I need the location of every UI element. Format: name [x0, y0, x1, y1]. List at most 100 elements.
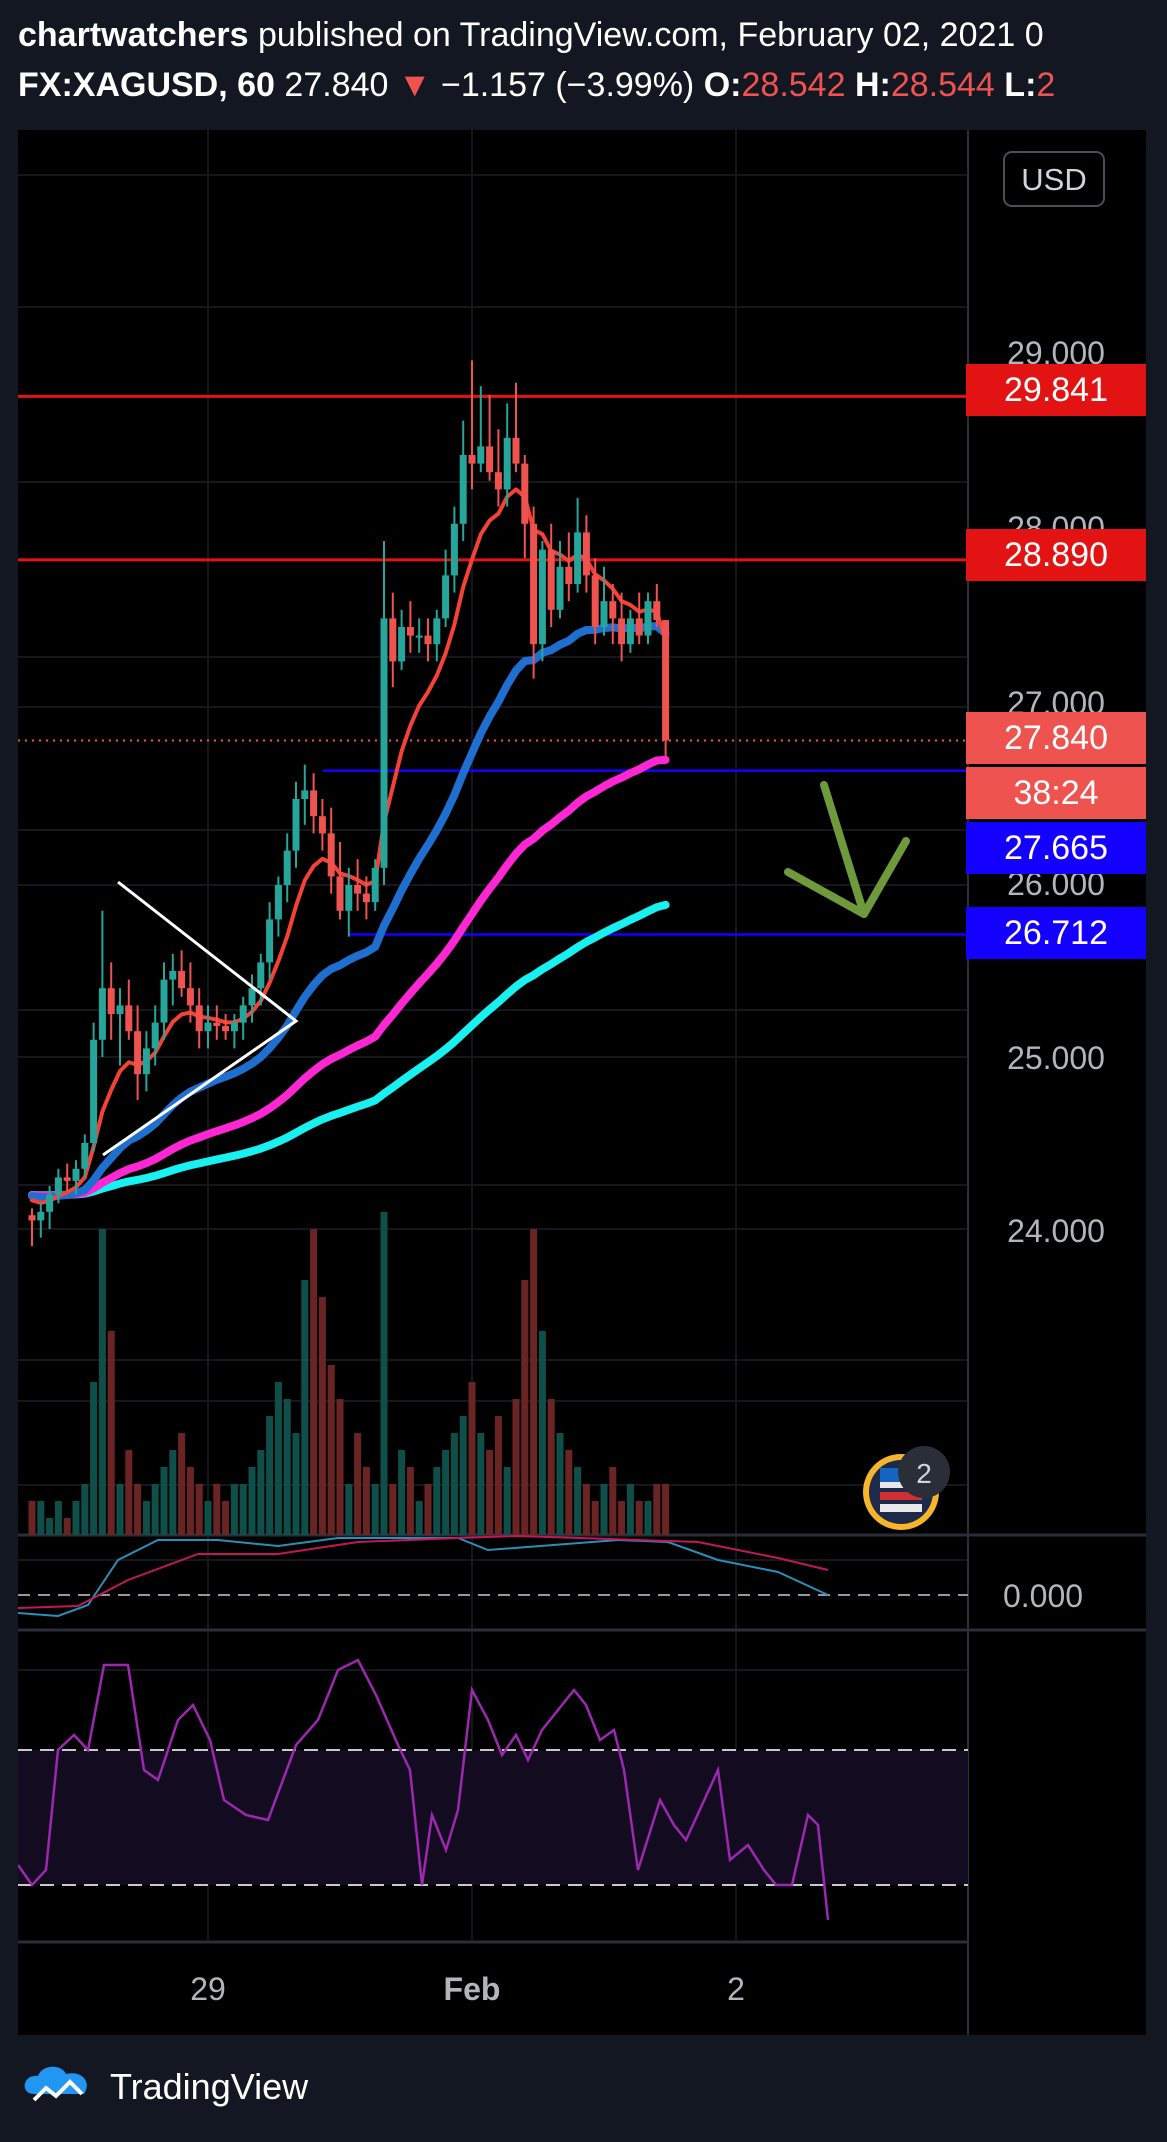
candle-body: [292, 799, 300, 851]
published-text: published on TradingView.com, February 0…: [258, 16, 1044, 54]
volume-bar: [257, 1450, 265, 1535]
symbol-line: FX:XAGUSD, 60 27.840 ▼ −1.157 (−3.99%) O…: [18, 66, 1055, 105]
candle-body: [72, 1168, 80, 1181]
candle-body: [503, 437, 511, 490]
price-label-box: [966, 712, 1146, 764]
volume-bar: [486, 1450, 494, 1535]
price-chart[interactable]: 30.00029.00028.00027.00026.00025.00024.0…: [16, 130, 1146, 2035]
volume-bar: [336, 1399, 344, 1535]
volume-bar: [46, 1518, 54, 1535]
candle-body: [450, 523, 458, 576]
volume-bar: [442, 1450, 450, 1535]
tradingview-logo-icon: [24, 2066, 87, 2102]
candle-body: [582, 532, 590, 576]
volume-bar: [433, 1467, 441, 1535]
candle-body: [195, 1005, 203, 1032]
candle-body: [389, 618, 397, 662]
currency-label: USD: [1021, 162, 1086, 197]
volume-bar: [274, 1382, 282, 1535]
candle-body: [609, 601, 617, 619]
low-label: L:: [1004, 66, 1037, 104]
volume-bar: [371, 1484, 379, 1535]
candle-body: [178, 971, 186, 989]
ema-mid-line: [28, 622, 670, 1202]
volume-bar: [204, 1501, 212, 1535]
price-label: 38:24: [1013, 774, 1098, 812]
price-axis: 30.00029.00028.00027.00026.00025.00024.0…: [190, 168, 1146, 2007]
volume-bar: [565, 1450, 573, 1535]
rsi-line: [16, 1658, 830, 1921]
candle-body: [626, 618, 634, 645]
volume-bar: [406, 1467, 414, 1535]
volume-bar: [63, 1518, 71, 1535]
volume-bar: [354, 1433, 362, 1535]
volume-bar: [213, 1484, 221, 1535]
candle-body: [81, 1143, 89, 1169]
candle-body: [565, 566, 573, 584]
candle-body: [538, 549, 546, 645]
volume-bar: [582, 1484, 590, 1535]
volume-bar: [521, 1280, 529, 1535]
volume-bar: [98, 1229, 106, 1535]
candle-body: [556, 566, 564, 610]
open-value: 28.542: [741, 66, 846, 104]
tradingview-footer[interactable]: TradingView: [20, 2064, 308, 2110]
volume-bar: [142, 1501, 150, 1535]
open-label: O:: [703, 66, 742, 104]
candle-body: [28, 1215, 36, 1221]
candle-body: [635, 618, 643, 636]
price-axis-tick: 24.000: [1007, 1213, 1105, 1249]
candle-body: [327, 833, 335, 877]
candle-body: [239, 1005, 247, 1023]
green-arrow-drawing: [784, 868, 868, 918]
candle-body: [336, 876, 344, 911]
candle-body: [574, 532, 582, 584]
volume-bar: [186, 1467, 194, 1535]
author-name[interactable]: chartwatchers: [18, 16, 249, 54]
horizontal-levels: [18, 394, 968, 936]
volume-bar: [90, 1382, 98, 1535]
candle-body: [169, 971, 177, 980]
volume-bar: [178, 1433, 186, 1535]
volume-bar: [538, 1331, 546, 1535]
volume-bar: [662, 1484, 670, 1535]
candle-body: [134, 1031, 142, 1075]
candle-body: [591, 575, 599, 627]
currency-button[interactable]: [1003, 151, 1105, 207]
candle-body: [345, 885, 353, 911]
candle-body: [213, 1022, 221, 1027]
candle-body: [424, 635, 432, 645]
volume-bar: [72, 1501, 80, 1535]
high-value: 28.544: [890, 66, 995, 104]
volume-bar: [160, 1467, 168, 1535]
candle-body: [406, 627, 414, 636]
chart-panel[interactable]: 30.00029.00028.00027.00026.00025.00024.0…: [16, 130, 1146, 2035]
price-label: 28.890: [1004, 536, 1108, 574]
macd-line: [17, 1537, 829, 1618]
candle-body: [142, 1048, 150, 1075]
candles: [28, 360, 670, 1247]
volume-bar: [494, 1416, 502, 1535]
volume-bar: [415, 1501, 423, 1535]
candle-body: [600, 601, 608, 627]
volume-bar: [477, 1433, 485, 1535]
candle-body: [283, 850, 291, 885]
ema-short-line: [30, 487, 668, 1205]
candle-body: [362, 893, 370, 903]
triangle-drawing: [102, 880, 299, 1157]
time-axis-tick: 29: [190, 1971, 226, 2007]
down-arrow-icon: ▼: [397, 66, 432, 104]
volume-bar: [169, 1450, 177, 1535]
volume-bar: [424, 1484, 432, 1535]
volume-bar: [28, 1501, 36, 1535]
candle-body: [186, 988, 194, 1006]
volume-bar: [222, 1501, 230, 1535]
volume-bar: [644, 1501, 652, 1535]
events-badge-icon[interactable]: 2: [863, 1446, 950, 1530]
volume-bar: [653, 1484, 661, 1535]
price-label: 27.840: [1004, 719, 1108, 757]
price-change: −1.157 (−3.99%): [440, 66, 695, 104]
candle-body: [318, 816, 326, 834]
signal-line: [17, 1534, 829, 1609]
candle-body: [371, 867, 379, 903]
